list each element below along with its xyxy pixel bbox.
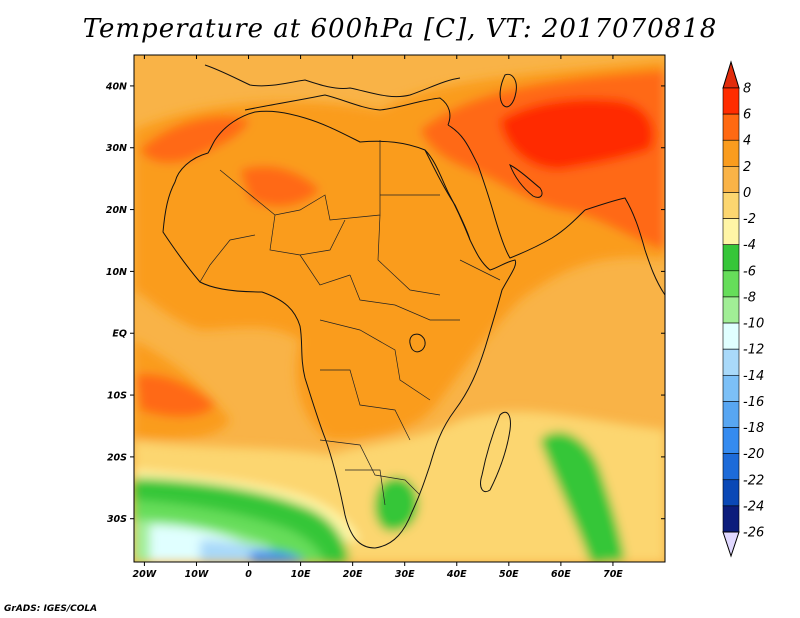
x-tick-label: 20E — [343, 569, 363, 580]
x-tick-label: 70E — [603, 569, 623, 580]
colorbar-label: -26 — [743, 526, 764, 541]
colorbar-label: -4 — [743, 238, 756, 253]
coastlines-and-borders — [162, 64, 665, 549]
lake-victoria — [409, 333, 426, 353]
colorbar-swatch — [722, 270, 740, 298]
warm-band-6-africa — [240, 166, 320, 207]
y-tick-label: 30S — [107, 514, 127, 525]
colorbar-top-arrow — [722, 60, 740, 89]
europe-coastline — [204, 64, 461, 98]
colorbar-label: -16 — [743, 395, 764, 410]
colorbar-swatch — [722, 374, 740, 402]
x-tick-label: 50E — [499, 569, 519, 580]
colorbar-label: -14 — [743, 369, 764, 384]
colorbar-swatch — [722, 427, 740, 454]
persian-gulf — [509, 163, 543, 198]
mediterranean-coast — [244, 94, 451, 126]
x-tick-label: 10E — [291, 569, 311, 580]
colorbar-label: -12 — [743, 343, 764, 358]
colorbar-swatch — [722, 296, 740, 324]
africa-coastline — [162, 110, 517, 549]
country-borders — [199, 140, 501, 506]
colorbar-label: -22 — [743, 473, 764, 488]
colorbar-swatch — [722, 479, 740, 507]
colorbar-label: 4 — [743, 134, 751, 149]
colorbar-swatch — [722, 505, 740, 533]
colorbar-swatch — [722, 322, 740, 350]
cool-band-m18 — [250, 550, 305, 562]
x-tick-label: 30E — [395, 569, 415, 580]
colorbar-label: -18 — [743, 421, 764, 436]
chart-title: Temperature at 600hPa [C], VT: 201707081… — [82, 14, 718, 44]
colorbar-swatch — [722, 453, 740, 481]
colorbar-label: 0 — [743, 186, 751, 201]
plot-area — [134, 55, 665, 562]
x-tick-label: 40E — [446, 569, 467, 580]
x-tick-label: 10W — [185, 569, 209, 580]
cool-band-m6-east — [540, 431, 625, 562]
y-tick-label: 30N — [106, 143, 127, 154]
colorbar-label: -24 — [743, 499, 764, 514]
y-tick-label: 10S — [107, 391, 127, 402]
colorbar-swatch — [722, 244, 740, 272]
y-tick-label: 40N — [105, 81, 127, 92]
madagascar — [480, 411, 511, 493]
colorbar-label: -10 — [743, 317, 764, 332]
colorbar-swatch — [722, 166, 740, 193]
warm-band-6-sw — [136, 374, 215, 417]
colorbar-swatch — [722, 139, 740, 167]
x-tick-label: 20W — [133, 569, 157, 580]
arabian-peninsula — [447, 124, 586, 259]
x-axis-ticks: 20W 10W 0 10E 20E 30E 40E 50E 60E 70E — [133, 55, 623, 580]
colorbar-label: -6 — [743, 264, 756, 279]
x-tick-label: 60E — [551, 569, 571, 580]
x-tick-label: 0 — [245, 569, 252, 580]
cool-band-m6-safrica — [374, 477, 419, 532]
y-axis-ticks: 40N 30N 20N 10N EQ 10S 20S 30S — [105, 81, 665, 525]
warm-band-8 — [500, 98, 654, 170]
y-tick-label: 20S — [107, 452, 127, 463]
warm-band-6-north — [140, 116, 250, 163]
y-tick-label: 20N — [106, 205, 127, 216]
colorbar-swatch — [722, 192, 740, 219]
colorbar-swatch — [722, 218, 740, 246]
colorbar-swatch — [722, 348, 740, 376]
red-sea-west — [424, 149, 471, 241]
plot-frame — [133, 54, 666, 563]
y-tick-label: EQ — [112, 329, 127, 340]
colorbar-label: -20 — [743, 447, 764, 462]
colorbar-swatch — [722, 401, 740, 428]
colorbar-swatch — [722, 113, 740, 141]
colorbar-bottom-arrow — [722, 531, 740, 558]
colorbar-label: 2 — [743, 160, 751, 175]
credit-text: GrADS: IGES/COLA — [4, 604, 98, 614]
colorbar-label: -2 — [743, 212, 756, 227]
colorbar-swatch — [722, 87, 740, 115]
colorbar: 8 6 4 2 0 -2 -4 -6 -8 -10 -12 -14 -16 -18 -20 -22 -24 -26 — [722, 60, 764, 558]
y-tick-label: 10N — [106, 267, 127, 278]
caspian-sea — [499, 73, 517, 108]
colorbar-label: 8 — [743, 82, 751, 97]
colorbar-label: -8 — [743, 290, 756, 305]
colorbar-label: 6 — [743, 108, 751, 123]
temperature-field — [134, 60, 665, 562]
asia-coast — [584, 197, 665, 296]
